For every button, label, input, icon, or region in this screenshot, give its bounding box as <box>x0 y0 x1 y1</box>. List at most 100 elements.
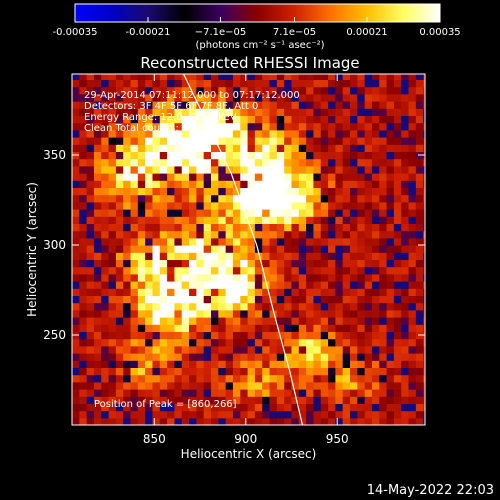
heatmap-cell <box>79 158 88 167</box>
heatmap-cell <box>137 230 146 239</box>
heatmap-cell <box>415 317 424 325</box>
heatmap-cell <box>218 331 227 340</box>
heatmap-cell <box>298 331 307 340</box>
heatmap-cell <box>379 309 388 318</box>
heatmap-cell <box>159 281 168 289</box>
heatmap-cell <box>401 295 410 304</box>
x-axis-label: Heliocentric X (arcsec) <box>181 447 317 461</box>
heatmap-cell <box>130 230 139 239</box>
heatmap-cell <box>130 259 139 268</box>
heatmap-cell <box>189 324 197 332</box>
colorbar-tick-label: −7.1e−05 <box>195 27 247 38</box>
heatmap-cell <box>108 223 117 232</box>
heatmap-cell <box>174 410 183 419</box>
heatmap-cell <box>101 317 110 325</box>
heatmap-cell <box>408 173 417 181</box>
heatmap-cell <box>342 381 351 390</box>
heatmap-cell <box>115 108 124 116</box>
heatmap-cell <box>167 295 176 304</box>
heatmap-cell <box>298 281 307 289</box>
heatmap-cell <box>335 144 344 152</box>
heatmap-cell <box>401 137 410 145</box>
heatmap-cell <box>101 295 110 304</box>
heatmap-cell <box>72 403 80 412</box>
heatmap-cell <box>196 288 205 296</box>
heatmap-cell <box>342 410 351 419</box>
heatmap-cell <box>284 403 293 412</box>
heatmap-cell <box>393 137 402 145</box>
heatmap-cell <box>408 122 417 131</box>
heatmap-cell <box>247 266 256 275</box>
heatmap-cell <box>211 324 219 332</box>
heatmap-cell <box>291 122 300 131</box>
heatmap-cell <box>93 331 102 340</box>
heatmap-cell <box>196 396 205 404</box>
heatmap-cell <box>393 201 402 210</box>
info-energy-range: Energy Range: 12.0 - 25.0 keV <box>84 112 237 123</box>
heatmap-cell <box>211 74 219 80</box>
heatmap-cell <box>262 338 271 347</box>
heatmap-cell <box>320 417 329 425</box>
heatmap-cell <box>379 281 388 289</box>
heatmap-cell <box>137 389 146 397</box>
heatmap-cell <box>181 216 190 224</box>
heatmap-cell <box>232 129 241 138</box>
heatmap-cell <box>189 273 197 282</box>
heatmap-cell <box>313 331 322 340</box>
heatmap-cell <box>152 165 161 174</box>
heatmap-cell <box>218 252 227 260</box>
heatmap-cell <box>408 273 417 282</box>
heatmap-cell <box>276 345 285 354</box>
heatmap-cell <box>167 309 176 318</box>
heatmap-cell <box>101 410 110 419</box>
heatmap-cell <box>401 288 410 296</box>
heatmap-cell <box>115 151 124 160</box>
heatmap-cell <box>86 381 95 390</box>
heatmap-cell <box>86 389 95 397</box>
heatmap-cell <box>291 266 300 275</box>
heatmap-cell <box>269 317 278 325</box>
heatmap-cell <box>130 79 139 88</box>
heatmap-cell <box>298 74 307 80</box>
heatmap-cell <box>415 245 424 253</box>
heatmap-cell <box>254 302 263 311</box>
heatmap-cell <box>335 324 344 332</box>
heatmap-cell <box>313 201 322 210</box>
heatmap-cell <box>335 389 344 397</box>
heatmap-cell <box>108 403 117 412</box>
heatmap-cell <box>167 115 176 124</box>
heatmap-cell <box>306 317 315 325</box>
heatmap-cell <box>72 252 80 260</box>
heatmap-cell <box>189 101 197 109</box>
heatmap-cell <box>335 309 344 318</box>
heatmap-cell <box>108 122 117 131</box>
heatmap-cell <box>167 288 176 296</box>
heatmap-cell <box>196 93 205 102</box>
heatmap-cell <box>415 374 424 383</box>
heatmap-cell <box>401 101 410 109</box>
heatmap-cell <box>401 79 410 88</box>
heatmap-cell <box>93 79 102 88</box>
heatmap-cell <box>269 93 278 102</box>
heatmap-cell <box>101 273 110 282</box>
heatmap-cell <box>145 201 154 210</box>
heatmap-cell <box>423 144 425 152</box>
heatmap-cell <box>262 259 271 268</box>
heatmap-cell <box>328 180 336 188</box>
heatmap-cell <box>371 79 380 88</box>
heatmap-cell <box>196 266 205 275</box>
heatmap-cell <box>115 360 124 368</box>
heatmap-cell <box>240 237 249 246</box>
heatmap-cell <box>152 230 161 239</box>
heatmap-cell <box>152 209 161 217</box>
heatmap-cell <box>86 122 95 131</box>
heatmap-cell <box>174 194 183 203</box>
heatmap-cell <box>152 93 161 102</box>
heatmap-cell <box>145 165 154 174</box>
heatmap-cell <box>93 338 102 347</box>
heatmap-cell <box>320 151 329 160</box>
heatmap-cell <box>350 324 358 332</box>
heatmap-cell <box>225 288 234 296</box>
heatmap-cell <box>130 122 139 131</box>
heatmap-cell <box>152 403 161 412</box>
